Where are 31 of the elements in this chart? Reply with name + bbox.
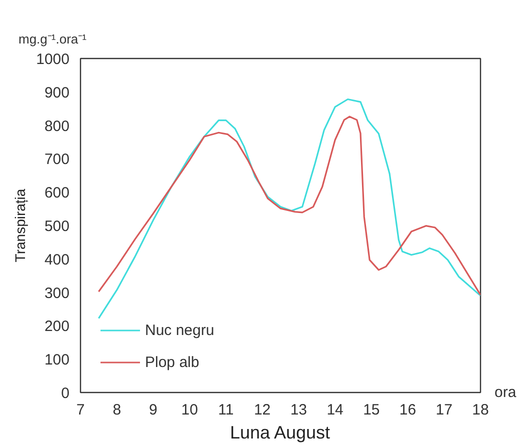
y-axis-title: Transpirația xyxy=(12,188,28,262)
x-tick-label: 14 xyxy=(326,402,344,418)
y-tick-label: 200 xyxy=(44,318,70,336)
y-tick-label: 0 xyxy=(61,385,70,402)
y-tick-label: 700 xyxy=(44,151,70,168)
text: ora xyxy=(494,384,517,401)
x-tick-label: 12 xyxy=(254,402,271,418)
line-series xyxy=(98,116,480,296)
x-tick-label: 11 xyxy=(218,402,234,418)
legend-label: Nuc negru xyxy=(145,322,214,338)
x-tick-label: 10 xyxy=(181,402,198,418)
x-tick-label: 17 xyxy=(436,402,452,418)
line-series xyxy=(98,98,480,320)
legend-label: Plop alb xyxy=(145,354,200,370)
x-tick-label: 9 xyxy=(149,402,158,418)
y-tick-label: 800 xyxy=(44,118,70,135)
y-tick-label: 400 xyxy=(44,251,70,268)
x-tick-label: 8 xyxy=(112,402,122,418)
y-tick-label: 900 xyxy=(44,84,70,102)
y-tick-label: 100 xyxy=(44,352,70,369)
x-axis-title: Luna August xyxy=(230,422,330,442)
x-tick-label: 7 xyxy=(76,402,85,418)
x-tick-label: 16 xyxy=(399,402,416,418)
y-tick-label: 300 xyxy=(44,284,70,302)
x-tick-label: 18 xyxy=(472,402,489,418)
x-tick-label: 13 xyxy=(290,402,308,418)
x-tick-label: 15 xyxy=(363,402,380,418)
text: mg.g⁻¹.ora⁻¹ xyxy=(18,32,88,46)
y-tick-label: 600 xyxy=(44,184,70,202)
y-tick-label: 1000 xyxy=(36,51,70,68)
y-tick-label: 500 xyxy=(44,218,70,235)
